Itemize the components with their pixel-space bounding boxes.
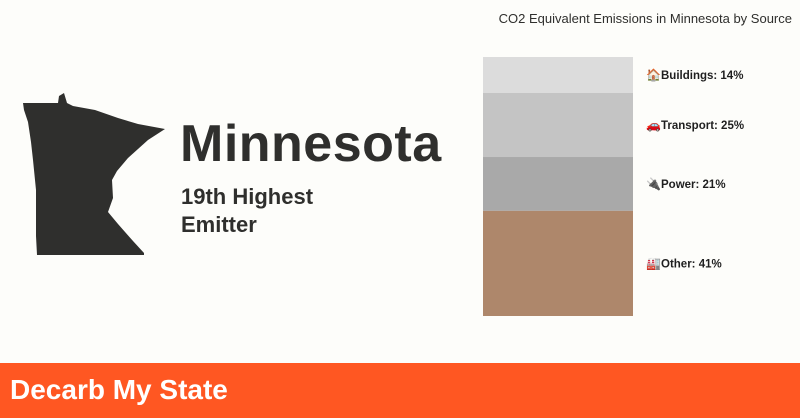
- bar-segment-other: [483, 210, 633, 316]
- emissions-stacked-bar-chart: 🏠 Buildings: 14% 🚗 Transport: 25% 🔌 Power: 21…: [483, 57, 744, 316]
- rank-line-2: Emitter: [181, 212, 257, 237]
- bar-segment-transport: [483, 92, 633, 158]
- segment-label-power: Power: 21%: [661, 179, 726, 191]
- segment-label-transport: Transport: 25%: [661, 120, 744, 132]
- chart-title: CO2 Equivalent Emissions in Minnesota by…: [498, 11, 792, 26]
- bar-segment-buildings: [483, 57, 633, 93]
- house-icon: 🏠: [646, 68, 661, 82]
- minnesota-map-shape: [23, 93, 165, 255]
- segment-label-buildings: Buildings: 14%: [661, 70, 743, 82]
- factory-icon: 🏭: [646, 256, 661, 270]
- minnesota-outline: [23, 93, 165, 255]
- car-icon: 🚗: [646, 118, 661, 132]
- emitter-rank: 19th Highest Emitter: [181, 183, 381, 239]
- footer-bar: Decarb My State: [0, 363, 800, 418]
- rank-line-1: 19th Highest: [181, 184, 314, 209]
- footer-brand: Decarb My State: [10, 374, 228, 405]
- segment-label-other: Other: 41%: [661, 258, 722, 270]
- bar-segment-power: [483, 157, 633, 211]
- plug-icon: 🔌: [646, 177, 661, 191]
- state-name: Minnesota: [180, 115, 442, 173]
